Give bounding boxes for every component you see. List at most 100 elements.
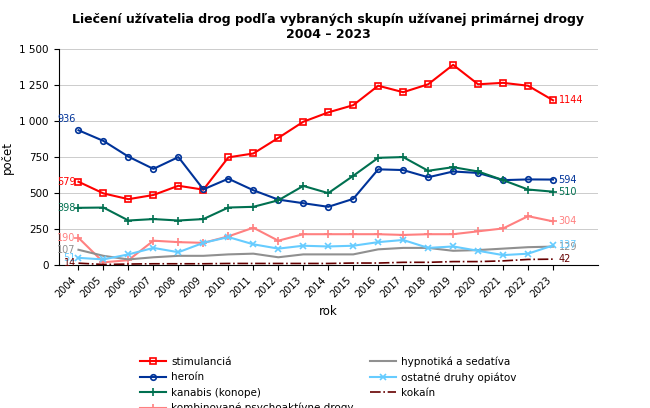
hypnotiká a sedatíva — [474, 248, 482, 253]
heroín — [250, 188, 257, 193]
Line: stimulanciá: stimulanciá — [75, 62, 556, 202]
kokaín — [99, 262, 107, 267]
kokaín — [274, 261, 282, 266]
stimulanciá — [549, 98, 557, 103]
kokaín — [399, 260, 407, 265]
ostatné druhy opiátov — [474, 248, 482, 253]
kombinované psychoaktívne drogy — [474, 229, 482, 234]
hypnotiká a sedatíva — [374, 247, 382, 252]
kombinované psychoaktívne drogy — [125, 258, 133, 263]
Title: Liečení užívatelia drog podľa vybraných skupín užívanej primárnej drogy
2004 – 2: Liečení užívatelia drog podľa vybraných … — [72, 13, 584, 41]
kokaín — [150, 261, 157, 266]
kombinované psychoaktívne drogy — [399, 233, 407, 237]
kombinované psychoaktívne drogy — [324, 232, 332, 237]
ostatné druhy opiátov — [324, 244, 332, 249]
hypnotiká a sedatíva — [250, 251, 257, 256]
stimulanciá — [474, 82, 482, 87]
Text: 42: 42 — [558, 254, 571, 264]
Line: heroín: heroín — [75, 127, 556, 210]
kokaín — [224, 261, 232, 266]
kokaín — [474, 259, 482, 264]
heroín — [424, 175, 432, 180]
kanabis (konope) — [125, 218, 133, 223]
stimulanciá — [399, 90, 407, 95]
stimulanciá — [524, 83, 532, 88]
heroín — [125, 154, 133, 159]
heroín — [349, 196, 357, 201]
hypnotiká a sedatíva — [300, 252, 307, 257]
kombinované psychoaktívne drogy — [449, 232, 457, 237]
hypnotiká a sedatíva — [150, 255, 157, 260]
Text: 137: 137 — [558, 240, 577, 251]
Text: 936: 936 — [57, 114, 75, 124]
Line: hypnotiká a sedatíva: hypnotiká a sedatíva — [79, 246, 553, 259]
kokaín — [125, 262, 133, 266]
ostatné druhy opiátov — [399, 237, 407, 242]
heroín — [75, 128, 83, 133]
stimulanciá — [125, 197, 133, 202]
heroín — [150, 166, 157, 171]
ostatné druhy opiátov — [374, 239, 382, 244]
ostatné druhy opiátov — [524, 251, 532, 256]
stimulanciá — [499, 80, 507, 85]
heroín — [274, 197, 282, 202]
Legend: stimulanciá, heroín, kanabis (konope), kombinované psychoaktívne drogy, hypnotik: stimulanciá, heroín, kanabis (konope), k… — [136, 353, 521, 408]
kombinované psychoaktívne drogy — [200, 240, 207, 245]
kanabis (konope) — [324, 191, 332, 195]
kanabis (konope) — [499, 178, 507, 183]
kanabis (konope) — [99, 205, 107, 210]
kokaín — [549, 257, 557, 262]
stimulanciá — [324, 110, 332, 115]
Text: 107: 107 — [57, 245, 75, 255]
kokaín — [324, 261, 332, 266]
Line: kokaín: kokaín — [79, 259, 553, 264]
heroín — [474, 171, 482, 175]
kokaín — [174, 261, 182, 266]
kombinované psychoaktívne drogy — [349, 232, 357, 237]
kombinované psychoaktívne drogy — [499, 226, 507, 231]
kombinované psychoaktívne drogy — [75, 235, 83, 240]
stimulanciá — [150, 193, 157, 197]
kanabis (konope) — [549, 189, 557, 194]
kanabis (konope) — [150, 217, 157, 222]
stimulanciá — [224, 155, 232, 160]
heroín — [524, 177, 532, 182]
ostatné druhy opiátov — [250, 242, 257, 247]
heroín — [99, 138, 107, 143]
Text: 1144: 1144 — [558, 95, 583, 105]
ostatné druhy opiátov — [200, 240, 207, 245]
hypnotiká a sedatíva — [99, 253, 107, 258]
kokaín — [449, 259, 457, 264]
kanabis (konope) — [75, 205, 83, 210]
ostatné druhy opiátov — [449, 244, 457, 249]
ostatné druhy opiátov — [424, 246, 432, 251]
ostatné druhy opiátov — [150, 246, 157, 251]
hypnotiká a sedatíva — [274, 255, 282, 260]
hypnotiká a sedatíva — [174, 253, 182, 258]
hypnotiká a sedatíva — [349, 252, 357, 257]
kokaín — [374, 261, 382, 266]
kombinované psychoaktívne drogy — [174, 239, 182, 244]
ostatné druhy opiátov — [274, 246, 282, 251]
Line: ostatné druhy opiátov: ostatné druhy opiátov — [75, 234, 556, 263]
ostatné druhy opiátov — [300, 243, 307, 248]
heroín — [300, 201, 307, 206]
kanabis (konope) — [300, 184, 307, 188]
hypnotiká a sedatíva — [125, 257, 133, 262]
Text: 398: 398 — [57, 203, 75, 213]
kokaín — [75, 261, 83, 266]
stimulanciá — [250, 151, 257, 156]
heroín — [324, 204, 332, 209]
ostatné druhy opiátov — [549, 243, 557, 248]
kanabis (konope) — [474, 169, 482, 174]
hypnotiká a sedatíva — [200, 253, 207, 258]
kanabis (konope) — [224, 205, 232, 210]
kombinované psychoaktívne drogy — [150, 238, 157, 243]
heroín — [374, 167, 382, 172]
heroín — [499, 178, 507, 183]
stimulanciá — [200, 187, 207, 192]
hypnotiká a sedatíva — [399, 246, 407, 251]
ostatné druhy opiátov — [125, 252, 133, 257]
kombinované psychoaktívne drogy — [549, 219, 557, 224]
stimulanciá — [449, 62, 457, 67]
